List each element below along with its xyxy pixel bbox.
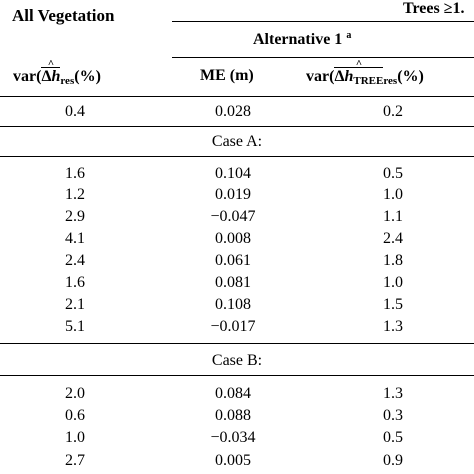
section-rule (0, 126, 474, 127)
all-vegetation-header: All Vegetation (12, 6, 115, 25)
header-bottom-rule (0, 96, 474, 97)
table-cell: 0.088 (215, 407, 251, 424)
table-cell: 0.6 (65, 407, 85, 424)
alternative-rule (172, 57, 474, 58)
section-rule (0, 343, 474, 344)
overline-delta-h: Δh ^ (41, 58, 61, 85)
overline-delta-h-tree: ΔhTREE ^ (334, 58, 384, 87)
table-cell: 2.9 (65, 208, 85, 225)
table-cell: 2.4 (65, 252, 85, 269)
table-cell: 2.1 (65, 296, 85, 313)
table-cell: 1.6 (65, 165, 85, 182)
section-title-case-b: Case B: (211, 352, 263, 369)
table-cell: 4.1 (65, 230, 85, 247)
table-cell: 0.081 (215, 274, 251, 291)
table-cell: 2.4 (383, 230, 403, 247)
table-cell: 1.0 (383, 186, 403, 203)
section-rule (0, 375, 474, 376)
table-cell: 0.9 (383, 452, 403, 469)
table-cell: 0.108 (215, 296, 251, 313)
col-me-header: ME (m) (200, 67, 254, 84)
table-cell: 2.0 (65, 385, 85, 402)
hat-accent: ^ (47, 58, 55, 70)
table-cell: 0.005 (215, 452, 251, 469)
table-cell: 0.2 (383, 103, 403, 120)
table-cell: 0.104 (215, 165, 251, 182)
table-cell: 1.2 (65, 186, 85, 203)
table-cell: 1.0 (383, 274, 403, 291)
table-cell: 1.8 (383, 252, 403, 269)
table-cell: 0.4 (65, 103, 85, 120)
col-var-delta-h-tree-res-header: var(ΔhTREE ^ res(%) (306, 58, 424, 88)
table-cell: 1.5 (383, 296, 403, 313)
table-cell: −0.034 (210, 429, 256, 446)
table-cell: 5.1 (65, 318, 85, 335)
table-cell: −0.017 (210, 318, 256, 335)
table-cell: 1.1 (383, 208, 403, 225)
table-cell: 0.028 (215, 103, 251, 120)
alternative-label: Alternative 1 (253, 31, 343, 48)
table-cell: 0.5 (383, 165, 403, 182)
alternative-header: Alternative 1 a (253, 30, 351, 49)
table-cell: 0.084 (215, 385, 251, 402)
table-cell: 1.0 (65, 429, 85, 446)
col-var-delta-h-res-header: var(Δh ^ res(%) (13, 58, 101, 88)
table-cell: 0.061 (215, 252, 251, 269)
table-cell: 1.3 (383, 385, 403, 402)
section-rule (0, 156, 474, 157)
table-cell: −0.047 (210, 208, 256, 225)
hat-accent: ^ (355, 58, 363, 70)
table-cell: 0.008 (215, 230, 251, 247)
table-cell: 0.019 (215, 186, 251, 203)
table-cell: 0.3 (383, 407, 403, 424)
table-cell: 1.3 (383, 318, 403, 335)
table-cell: 0.5 (383, 429, 403, 446)
trees-group-rule (172, 21, 474, 22)
alternative-footnote-marker: a (346, 30, 352, 41)
table-cell: 2.7 (65, 452, 85, 469)
trees-group-header: Trees ≥1. (403, 0, 465, 17)
section-title-case-a: Case A: (211, 133, 263, 150)
table-cell: 1.6 (65, 274, 85, 291)
